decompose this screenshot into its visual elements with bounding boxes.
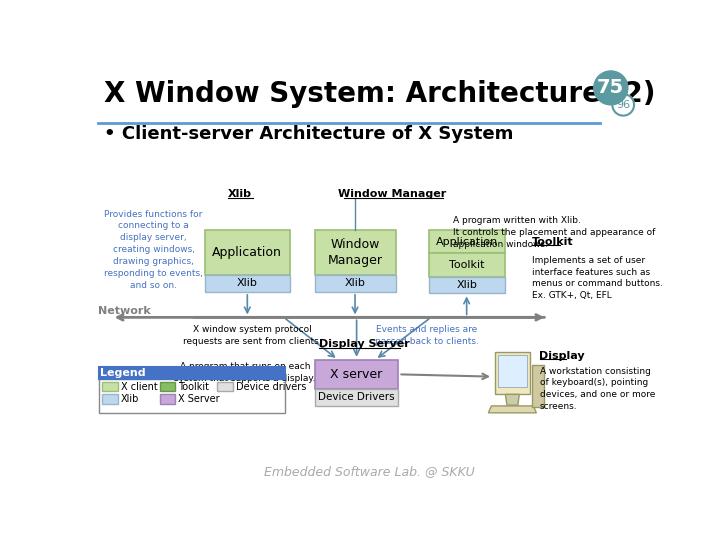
Text: Xlib: Xlib [456,280,477,290]
Bar [99,379,285,413]
Bar [217,382,233,392]
Text: Toolkit: Toolkit [179,382,210,392]
Bar [315,389,398,406]
Text: Provides functions for
connecting to a
display server,
creating windows,
drawing: Provides functions for connecting to a d… [104,210,203,289]
Text: A workstation consisting
of keyboard(s), pointing
devices, and one or more
scree: A workstation consisting of keyboard(s),… [539,367,655,411]
Text: Legend: Legend [100,368,145,378]
Text: Xlib: Xlib [237,279,258,288]
Bar [204,231,290,275]
Bar [90,65,648,123]
Bar [498,355,527,387]
Bar [102,382,118,392]
Text: Window Manager: Window Manager [338,189,446,199]
Polygon shape [495,352,530,394]
Text: Device Drivers: Device Drivers [318,393,395,402]
Bar [428,231,505,253]
Text: Events and replies are
passed back to clients.: Events and replies are passed back to cl… [375,325,479,346]
Text: Device drivers: Device drivers [235,382,306,392]
Text: Xlib: Xlib [228,189,251,199]
Text: X window system protocol
requests are sent from clients.: X window system protocol requests are se… [184,325,322,346]
Text: X Server: X Server [179,394,220,404]
Text: • Client-server Architecture of X System: • Client-server Architecture of X System [104,125,513,143]
Text: Xlib: Xlib [121,394,140,404]
Text: X client: X client [121,382,158,392]
Text: Implements a set of user
interface features such as
menus or command buttons.
Ex: Implements a set of user interface featu… [532,256,662,300]
Text: Window
Manager: Window Manager [328,238,383,267]
Polygon shape [505,394,519,405]
Bar [315,231,396,275]
Text: Toolkit: Toolkit [532,237,573,247]
Text: X server: X server [330,368,383,381]
Text: A program written with Xlib.
It controls the placement and appearance of
applica: A program written with Xlib. It controls… [453,217,655,249]
Text: 96: 96 [616,100,630,110]
Text: A program that runs on each
system that supports a display.: A program that runs on each system that … [174,362,315,383]
Text: Application: Application [436,237,498,247]
Circle shape [594,71,628,105]
Polygon shape [488,406,536,413]
Bar [315,360,398,389]
Text: Display Server: Display Server [319,339,410,349]
Bar [160,382,175,392]
Bar [102,394,118,403]
Bar [99,367,285,379]
Bar [204,275,290,292]
Text: Application: Application [212,246,282,259]
Circle shape [612,94,634,116]
Text: Toolkit: Toolkit [449,260,485,270]
Bar [428,253,505,276]
Text: Network: Network [98,306,150,316]
Text: X Window System: Architecture (2): X Window System: Architecture (2) [104,80,655,108]
Text: Display: Display [539,351,585,361]
Polygon shape [532,365,544,408]
Bar [315,275,396,292]
Text: 75: 75 [597,78,624,97]
Bar [428,276,505,294]
Text: Embedded Software Lab. @ SKKU: Embedded Software Lab. @ SKKU [264,465,474,478]
Bar [160,394,175,403]
Text: Xlib: Xlib [345,279,366,288]
